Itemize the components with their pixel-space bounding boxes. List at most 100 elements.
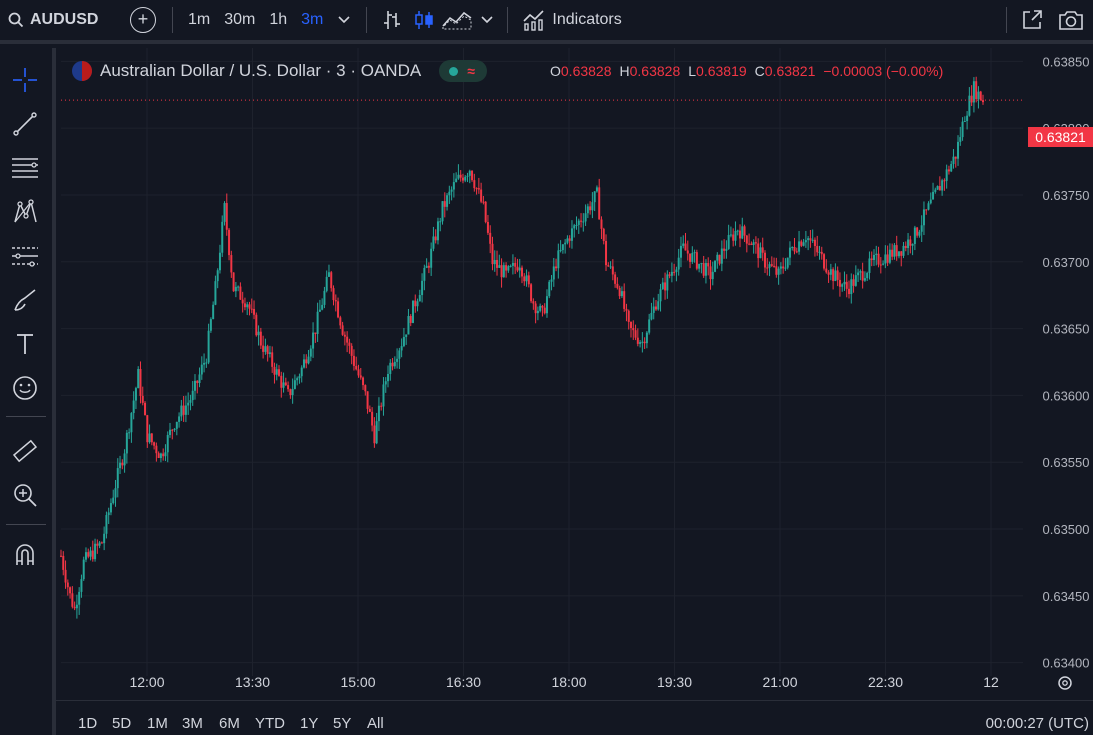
candle-body bbox=[402, 336, 405, 347]
chart-type-dropdown[interactable] bbox=[475, 0, 499, 42]
open-new-window-button[interactable] bbox=[1015, 0, 1049, 42]
candle-body bbox=[209, 319, 212, 331]
candles-style-button[interactable] bbox=[409, 0, 439, 42]
candle-body bbox=[652, 306, 655, 313]
fib-tool[interactable] bbox=[6, 150, 44, 186]
forecast-tool[interactable] bbox=[6, 238, 44, 274]
candle-body bbox=[743, 226, 746, 236]
emoji-tool[interactable] bbox=[6, 370, 44, 406]
price-chart[interactable]: 0.638500.638000.637500.637000.636500.636… bbox=[56, 48, 1093, 700]
range-all[interactable]: All bbox=[367, 715, 384, 732]
candle-body bbox=[264, 346, 267, 352]
trend-line-tool[interactable] bbox=[6, 106, 44, 142]
candle-body bbox=[548, 281, 551, 297]
candle-body bbox=[625, 308, 628, 311]
candle-body bbox=[564, 242, 567, 245]
candle-body bbox=[78, 591, 81, 605]
candle-body bbox=[521, 267, 523, 277]
candle-body bbox=[868, 258, 871, 273]
candle-body bbox=[922, 209, 925, 226]
range-5d[interactable]: 5D bbox=[112, 715, 132, 732]
candle-body bbox=[84, 552, 87, 560]
candle-body bbox=[707, 263, 710, 267]
candle-body bbox=[711, 271, 714, 280]
range-6m[interactable]: 6M bbox=[219, 715, 240, 732]
brush-tool[interactable] bbox=[6, 282, 44, 318]
interval-3m[interactable]: 3m bbox=[301, 11, 324, 28]
candle-body bbox=[945, 169, 948, 181]
candle-body bbox=[105, 515, 108, 534]
price-tick-label: 0.63850 bbox=[1043, 54, 1090, 69]
interval-30m[interactable]: 30m bbox=[224, 11, 256, 28]
candle-body bbox=[816, 246, 819, 253]
range-1d[interactable]: 1D bbox=[78, 715, 98, 732]
snapshot-button[interactable] bbox=[1049, 0, 1093, 42]
interval-dropdown[interactable] bbox=[330, 0, 358, 42]
plus-icon: + bbox=[130, 7, 156, 33]
utc-clock[interactable]: 00:00:27 (UTC) bbox=[985, 715, 1089, 732]
candle-body bbox=[768, 264, 771, 268]
candle-body bbox=[366, 391, 369, 409]
range-5y[interactable]: 5Y bbox=[333, 715, 352, 732]
candle-body bbox=[595, 187, 598, 192]
trend-line-icon bbox=[13, 112, 37, 136]
market-open-dot bbox=[449, 66, 459, 76]
candle-body bbox=[570, 228, 573, 241]
symbol-search[interactable]: AUDUSD bbox=[0, 0, 118, 42]
candle-body bbox=[904, 245, 907, 249]
crosshair-tool[interactable] bbox=[6, 62, 44, 98]
candle-body bbox=[489, 232, 492, 244]
candle-body bbox=[496, 259, 499, 268]
candle-body bbox=[782, 266, 785, 269]
pattern-tool[interactable] bbox=[6, 194, 44, 230]
candle-body bbox=[659, 289, 662, 302]
bar-style-button[interactable] bbox=[375, 0, 409, 42]
candle-body bbox=[87, 552, 90, 557]
candle-body bbox=[834, 270, 837, 282]
candle-body bbox=[543, 307, 546, 314]
interval-1h[interactable]: 1h bbox=[269, 11, 288, 28]
candle-body bbox=[766, 267, 769, 269]
market-status-pill[interactable]: ≈ bbox=[439, 60, 488, 82]
candle-body bbox=[427, 265, 430, 268]
indicators-button[interactable]: Indicators bbox=[516, 0, 627, 42]
interval-1m[interactable]: 1m bbox=[188, 11, 211, 28]
candle-body bbox=[605, 240, 608, 266]
candle-body bbox=[639, 342, 642, 344]
candle-body bbox=[666, 274, 669, 291]
candle-body bbox=[838, 279, 841, 287]
measure-tool[interactable] bbox=[6, 433, 44, 469]
candle-body bbox=[627, 310, 630, 322]
range-1m[interactable]: 1M bbox=[147, 715, 168, 732]
magnet-tool[interactable] bbox=[6, 537, 44, 573]
horizontal-lines-icon bbox=[12, 158, 38, 178]
range-3m[interactable]: 3M bbox=[182, 715, 203, 732]
candle-body bbox=[691, 253, 694, 262]
candle-body bbox=[323, 290, 326, 305]
candle-body bbox=[500, 265, 503, 278]
prediction-icon bbox=[12, 247, 38, 267]
range-ytd[interactable]: YTD bbox=[255, 715, 285, 732]
candle-body bbox=[559, 250, 562, 252]
candle-body bbox=[718, 254, 721, 264]
candle-body bbox=[539, 305, 542, 311]
candle-body bbox=[530, 284, 533, 302]
range-1y[interactable]: 1Y bbox=[300, 715, 319, 732]
candle-body bbox=[897, 251, 900, 257]
candle-body bbox=[623, 291, 626, 309]
candle-body bbox=[684, 243, 687, 251]
candle-body bbox=[614, 274, 617, 284]
bars-icon bbox=[384, 11, 401, 29]
candle-body bbox=[630, 321, 633, 329]
candle-body bbox=[441, 201, 444, 222]
candle-body bbox=[716, 254, 719, 261]
candle-body bbox=[875, 253, 878, 255]
area-style-button[interactable] bbox=[439, 0, 475, 42]
zoom-tool[interactable] bbox=[6, 477, 44, 513]
candle-body bbox=[157, 453, 160, 459]
candle-body bbox=[493, 259, 496, 265]
candle-body bbox=[480, 189, 483, 202]
candle-body bbox=[870, 258, 873, 261]
compare-button[interactable]: + bbox=[118, 0, 164, 42]
text-tool[interactable] bbox=[6, 326, 44, 362]
